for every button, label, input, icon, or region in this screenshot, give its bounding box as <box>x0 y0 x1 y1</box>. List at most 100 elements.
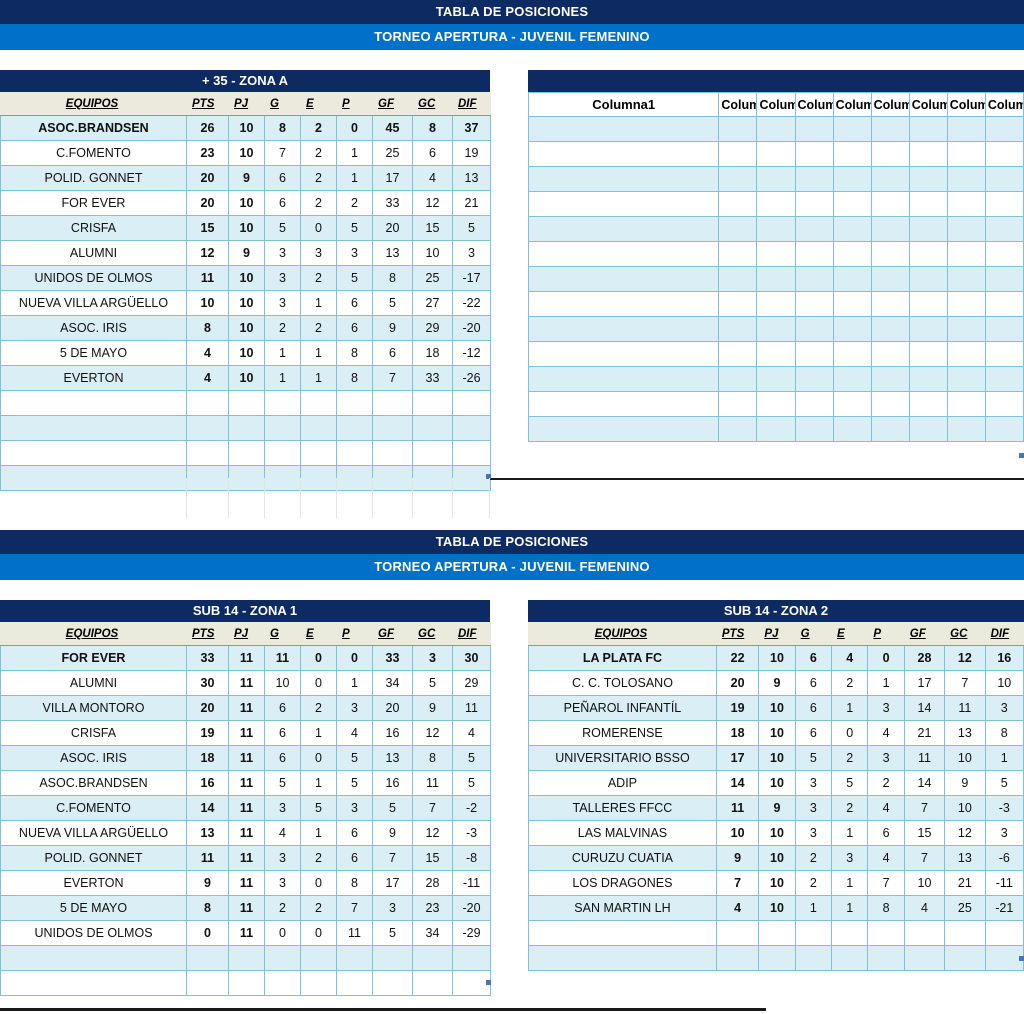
cell-pj: 11 <box>228 745 265 771</box>
columna-row[interactable] <box>527 366 1024 392</box>
table-row[interactable]: NUEVA VILLA ARGÜELLO 13 11 4 1 6 9 12 -3 <box>0 820 491 846</box>
columna-cell <box>984 116 1024 142</box>
columna-row[interactable] <box>527 191 1024 217</box>
table-row[interactable]: FOR EVER 33 11 11 0 0 33 3 30 <box>0 645 491 671</box>
cell-g: 1 <box>794 895 833 921</box>
cell-dif: 4 <box>452 720 491 746</box>
columna-row[interactable] <box>527 166 1024 192</box>
cell-dif: 5 <box>452 770 491 796</box>
cell-e: 4 <box>831 645 869 671</box>
table-row[interactable]: CRISFA 15 10 5 0 5 20 15 5 <box>0 215 491 241</box>
col-header-equipos: EQUIPOS <box>0 622 187 646</box>
columna-row[interactable] <box>527 116 1024 142</box>
table-row[interactable] <box>0 415 491 441</box>
table-row[interactable]: LOS DRAGONES 7 10 2 1 7 10 21 -11 <box>528 870 1024 896</box>
cell-dif: 3 <box>452 240 491 266</box>
cell-g: 4 <box>264 820 301 846</box>
table-row[interactable]: LAS MALVINAS 10 10 3 1 6 15 12 3 <box>528 820 1024 846</box>
resize-handle-zona-a[interactable] <box>486 474 491 479</box>
columna-row[interactable] <box>527 216 1024 242</box>
columna-row[interactable] <box>527 341 1024 367</box>
table-row[interactable] <box>0 970 491 996</box>
cell-pj: 10 <box>758 645 796 671</box>
cell-p <box>867 920 905 946</box>
cell-p: 3 <box>336 240 373 266</box>
columna-row[interactable] <box>527 416 1024 442</box>
resize-handle-columna[interactable] <box>1019 453 1024 458</box>
table-row[interactable]: VILLA MONTORO 20 11 6 2 3 20 9 11 <box>0 695 491 721</box>
table-row[interactable]: ALUMNI 12 9 3 3 3 13 10 3 <box>0 240 491 266</box>
table-row[interactable] <box>0 390 491 416</box>
columna-col-header-1[interactable]: Columna1 <box>527 92 720 117</box>
table-row[interactable]: C. C. TOLOSANO 20 9 6 2 1 17 7 10 <box>528 670 1024 696</box>
table-row[interactable]: C.FOMENTO 14 11 3 5 3 5 7 -2 <box>0 795 491 821</box>
cell-team: POLID. GONNET <box>0 165 187 191</box>
table-row[interactable]: ASOC. IRIS 8 10 2 2 6 9 29 -20 <box>0 315 491 341</box>
cell-gf <box>372 415 413 441</box>
table-row[interactable]: CRISFA 19 11 6 1 4 16 12 4 <box>0 720 491 746</box>
table-row[interactable]: EVERTON 9 11 3 0 8 17 28 -11 <box>0 870 491 896</box>
cell-p: 7 <box>336 895 373 921</box>
cell-g: 1 <box>264 365 301 391</box>
columna-cell <box>794 216 834 242</box>
columna-col-header-6[interactable]: Columna6 <box>870 92 910 117</box>
cell-e: 2 <box>300 315 337 341</box>
table-row[interactable]: UNIDOS DE OLMOS 0 11 0 0 11 5 34 -29 <box>0 920 491 946</box>
columna-row[interactable] <box>527 391 1024 417</box>
cell-g: 11 <box>264 645 301 671</box>
cell-e: 2 <box>300 265 337 291</box>
cell-p: 11 <box>336 920 373 946</box>
resize-handle-zona-2[interactable] <box>1019 956 1024 961</box>
table-row[interactable]: POLID. GONNET 20 9 6 2 1 17 4 13 <box>0 165 491 191</box>
columna-row[interactable] <box>527 316 1024 342</box>
table-row[interactable]: ADIP 14 10 3 5 2 14 9 5 <box>528 770 1024 796</box>
cell-pts: 8 <box>186 895 229 921</box>
resize-handle-zona-1[interactable] <box>486 980 491 985</box>
table-row[interactable]: ASOC. IRIS 18 11 6 0 5 13 8 5 <box>0 745 491 771</box>
table-row[interactable]: LA PLATA FC 22 10 6 4 0 28 12 16 <box>528 645 1024 671</box>
table-row[interactable]: TALLERES FFCC 11 9 3 2 4 7 10 -3 <box>528 795 1024 821</box>
cell-gc: 34 <box>412 920 453 946</box>
columna-cell <box>870 141 910 167</box>
table-row[interactable]: POLID. GONNET 11 11 3 2 6 7 15 -8 <box>0 845 491 871</box>
cell-dif: -12 <box>452 340 491 366</box>
table-row[interactable]: 5 DE MAYO 4 10 1 1 8 6 18 -12 <box>0 340 491 366</box>
columna-col-header-9[interactable]: Columna9 <box>984 92 1024 117</box>
table-row[interactable] <box>0 945 491 971</box>
columna-row[interactable] <box>527 291 1024 317</box>
table-row[interactable]: ALUMNI 30 11 10 0 1 34 5 29 <box>0 670 491 696</box>
columna-row[interactable] <box>527 241 1024 267</box>
table-row[interactable]: NUEVA VILLA ARGÜELLO 10 10 3 1 6 5 27 -22 <box>0 290 491 316</box>
cell-pts: 14 <box>186 795 229 821</box>
table-row[interactable]: UNIVERSITARIO BSSO 17 10 5 2 3 11 10 1 <box>528 745 1024 771</box>
columna-row[interactable] <box>527 141 1024 167</box>
columna-col-header-5[interactable]: Columna5 <box>832 92 872 117</box>
table-row[interactable] <box>0 465 491 491</box>
table-row[interactable]: C.FOMENTO 23 10 7 2 1 25 6 19 <box>0 140 491 166</box>
table-row[interactable] <box>0 440 491 466</box>
cell-e: 3 <box>831 845 869 871</box>
table-row[interactable] <box>528 945 1024 971</box>
table-row[interactable]: FOR EVER 20 10 6 2 2 33 12 21 <box>0 190 491 216</box>
columna-cell <box>908 316 948 342</box>
table-row[interactable]: UNIDOS DE OLMOS 11 10 3 2 5 8 25 -17 <box>0 265 491 291</box>
table-row[interactable]: 5 DE MAYO 8 11 2 2 7 3 23 -20 <box>0 895 491 921</box>
table-row[interactable]: EVERTON 4 10 1 1 8 7 33 -26 <box>0 365 491 391</box>
table-row[interactable]: ROMERENSE 18 10 6 0 4 21 13 8 <box>528 720 1024 746</box>
table-row[interactable]: CURUZU CUATIA 9 10 2 3 4 7 13 -6 <box>528 845 1024 871</box>
cell-gc: 4 <box>412 165 453 191</box>
columna-col-header-8[interactable]: Columna8 <box>946 92 986 117</box>
cell-gf: 7 <box>372 845 413 871</box>
columna-col-header-3[interactable]: Columna3 <box>756 92 796 117</box>
columna-col-header-4[interactable]: Columna4 <box>794 92 834 117</box>
columna-col-header-7[interactable]: Columna7 <box>908 92 948 117</box>
table-row[interactable]: ASOC.BRANDSEN 16 11 5 1 5 16 11 5 <box>0 770 491 796</box>
columna-col-header-2[interactable]: Columna2 <box>718 92 758 117</box>
table-row[interactable]: ASOC.BRANDSEN 26 10 8 2 0 45 8 37 <box>0 115 491 141</box>
cell-gc: 27 <box>412 290 453 316</box>
columna-row[interactable] <box>527 266 1024 292</box>
table-row[interactable]: PEÑAROL INFANTÍL 19 10 6 1 3 14 11 3 <box>528 695 1024 721</box>
cell-pj: 9 <box>758 795 796 821</box>
table-row[interactable]: SAN MARTIN LH 4 10 1 1 8 4 25 -21 <box>528 895 1024 921</box>
table-row[interactable] <box>528 920 1024 946</box>
